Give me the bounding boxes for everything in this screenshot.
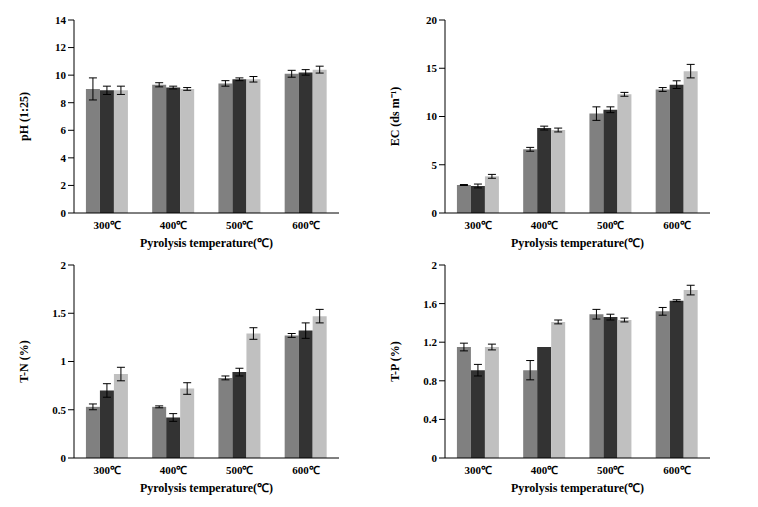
svg-text:600℃: 600℃ xyxy=(292,464,320,476)
svg-text:10: 10 xyxy=(55,69,67,81)
svg-text:0.8: 0.8 xyxy=(423,375,437,387)
svg-text:Pyrolysis temperature(℃): Pyrolysis temperature(℃) xyxy=(511,481,644,495)
svg-text:1.6: 1.6 xyxy=(423,298,437,310)
svg-text:500℃: 500℃ xyxy=(226,464,254,476)
svg-text:2: 2 xyxy=(432,259,438,271)
svg-text:1.2: 1.2 xyxy=(423,336,437,348)
svg-text:2: 2 xyxy=(61,179,67,191)
svg-text:Pyrolysis temperature(℃): Pyrolysis temperature(℃) xyxy=(511,236,644,250)
svg-text:20: 20 xyxy=(426,14,438,26)
svg-text:400℃: 400℃ xyxy=(531,464,559,476)
svg-text:1: 1 xyxy=(61,355,67,367)
svg-text:300℃: 300℃ xyxy=(93,219,121,231)
svg-text:T-P (%): T-P (%) xyxy=(388,341,402,382)
svg-text:500℃: 500℃ xyxy=(597,219,625,231)
svg-text:2: 2 xyxy=(61,259,67,271)
svg-text:pH (1:25): pH (1:25) xyxy=(17,92,31,141)
svg-text:500℃: 500℃ xyxy=(597,464,625,476)
svg-text:Pyrolysis temperature(℃): Pyrolysis temperature(℃) xyxy=(140,481,273,495)
svg-text:400℃: 400℃ xyxy=(160,219,188,231)
svg-text:0: 0 xyxy=(61,207,67,219)
svg-text:400℃: 400℃ xyxy=(160,464,188,476)
svg-text:0: 0 xyxy=(432,207,438,219)
svg-text:EC (ds m⁻¹): EC (ds m⁻¹) xyxy=(388,87,402,147)
svg-text:15: 15 xyxy=(426,62,438,74)
svg-text:5: 5 xyxy=(432,159,438,171)
svg-text:8: 8 xyxy=(61,97,67,109)
svg-text:0: 0 xyxy=(432,452,438,464)
svg-text:300℃: 300℃ xyxy=(93,464,121,476)
svg-text:10: 10 xyxy=(426,110,438,122)
svg-text:T-N (%): T-N (%) xyxy=(17,340,31,383)
svg-text:300℃: 300℃ xyxy=(464,464,492,476)
svg-text:300℃: 300℃ xyxy=(464,219,492,231)
svg-text:Pyrolysis temperature(℃): Pyrolysis temperature(℃) xyxy=(140,236,273,250)
svg-text:14: 14 xyxy=(55,14,67,26)
svg-text:0: 0 xyxy=(61,452,67,464)
svg-text:1.5: 1.5 xyxy=(52,307,66,319)
svg-text:600℃: 600℃ xyxy=(292,219,320,231)
svg-text:4: 4 xyxy=(61,152,67,164)
svg-text:0.4: 0.4 xyxy=(423,413,437,425)
svg-text:6: 6 xyxy=(61,124,67,136)
svg-text:400℃: 400℃ xyxy=(531,219,559,231)
svg-text:600℃: 600℃ xyxy=(663,464,691,476)
svg-text:500℃: 500℃ xyxy=(226,219,254,231)
svg-text:600℃: 600℃ xyxy=(663,219,691,231)
svg-text:0.5: 0.5 xyxy=(52,404,66,416)
svg-text:12: 12 xyxy=(55,41,67,53)
